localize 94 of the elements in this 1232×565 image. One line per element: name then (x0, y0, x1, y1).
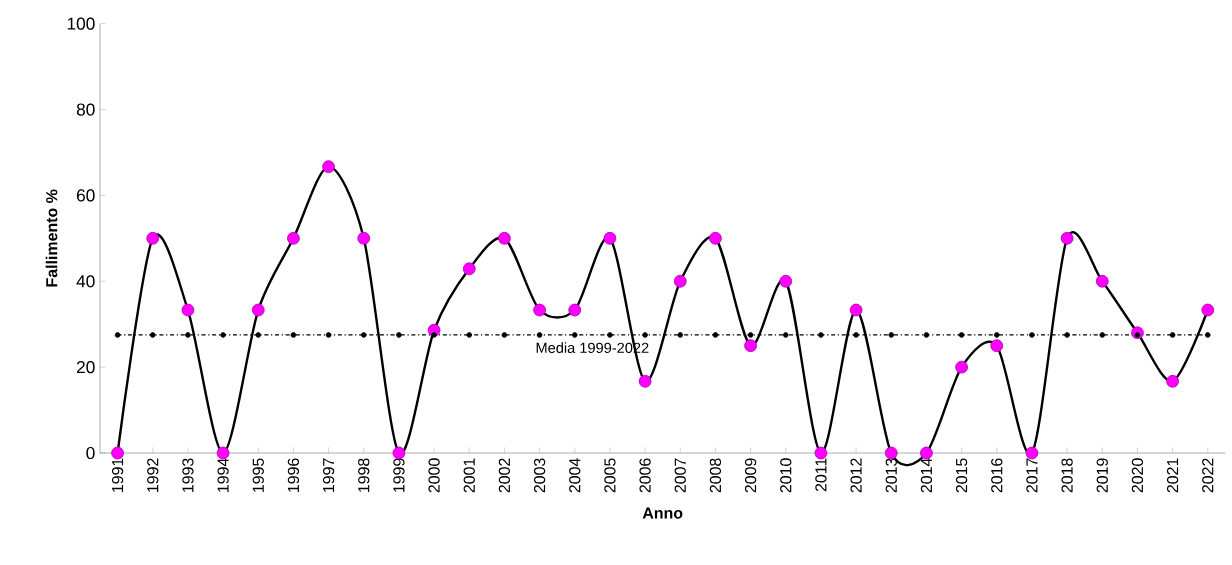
point (571, 332, 578, 338)
point (607, 332, 613, 338)
x-tick-label: 2007 (674, 458, 686, 493)
point (146, 231, 160, 245)
point (955, 360, 968, 374)
x-tick-label: 2006 (639, 458, 651, 493)
point (181, 303, 195, 317)
point (185, 332, 191, 338)
point (255, 332, 262, 338)
point (536, 332, 543, 338)
x-tick-label: 2018 (1061, 458, 1073, 493)
x-tick-label: 2017 (1026, 458, 1038, 493)
point (1204, 332, 1211, 338)
point (744, 339, 757, 353)
point (322, 160, 335, 174)
point (1099, 332, 1106, 338)
x-tick-label: 2002 (498, 458, 511, 493)
point (849, 303, 863, 317)
point (114, 332, 121, 338)
point (888, 332, 895, 338)
point (1095, 274, 1109, 288)
point (779, 274, 793, 288)
point (782, 332, 789, 338)
point (958, 332, 965, 338)
x-tick-label: 2021 (1166, 458, 1179, 493)
point (1064, 332, 1070, 338)
point (396, 332, 402, 338)
point (325, 332, 332, 338)
x-axis-title: Anno (642, 507, 683, 519)
x-tick-label: 2016 (991, 458, 1003, 493)
x-tick-label: 1992 (147, 458, 159, 492)
point (498, 231, 511, 245)
y-tick-label: 100 (67, 17, 95, 30)
x-tick-label: 2005 (604, 458, 616, 493)
point (1166, 374, 1179, 388)
point (818, 332, 824, 338)
y-tick-label: 0 (86, 446, 95, 460)
point (673, 274, 687, 288)
x-tick-label: 1995 (252, 458, 264, 492)
x-tick-label: 2009 (744, 458, 757, 493)
point (990, 339, 1004, 353)
point (642, 332, 648, 338)
point (677, 332, 684, 338)
x-tick-label: 2012 (850, 458, 862, 493)
point (466, 332, 473, 338)
x-tick-label: 1996 (287, 458, 300, 492)
y-axis-title: Fallimento % (45, 189, 58, 287)
point (431, 332, 437, 338)
x-tick-label: 1991 (111, 458, 124, 492)
point (287, 231, 300, 245)
point (1029, 332, 1035, 338)
point (709, 231, 722, 245)
point (853, 332, 859, 338)
x-tick-label: 2004 (569, 458, 581, 493)
x-tick-label: 2020 (1131, 458, 1144, 493)
x-tick-label: 2008 (709, 458, 722, 493)
point (220, 332, 226, 338)
point (747, 332, 754, 338)
x-tick-label: 2013 (885, 458, 897, 493)
point (712, 332, 719, 338)
point (462, 262, 476, 276)
x-tick-label: 2022 (1202, 458, 1214, 493)
point (1201, 303, 1215, 317)
x-tick-label: 1998 (358, 458, 370, 492)
point (568, 303, 582, 317)
point (1060, 231, 1074, 245)
x-tick-label: 2011 (815, 458, 827, 492)
x-tick-label: 2003 (533, 458, 546, 493)
y-tick-label: 60 (76, 189, 95, 202)
point (149, 332, 156, 338)
x-tick-label: 1993 (182, 458, 194, 492)
point (1169, 332, 1176, 338)
point (603, 231, 617, 245)
point (638, 374, 652, 388)
x-tick-label: 2014 (920, 458, 933, 493)
x-tick-label: 2001 (463, 458, 475, 493)
x-tick-label: 2000 (428, 458, 440, 493)
point (533, 303, 546, 317)
x-tick-label: 2015 (955, 458, 968, 493)
point (360, 332, 367, 338)
point (357, 231, 371, 245)
x-tick-label: 1994 (217, 458, 229, 492)
x-tick-label: 2019 (1096, 458, 1108, 493)
point (993, 332, 1000, 338)
y-tick-label: 80 (76, 103, 95, 116)
y-tick-label: 40 (76, 275, 95, 288)
x-tick-label: 1999 (393, 458, 405, 492)
x-tick-label: 1997 (322, 458, 335, 492)
point (501, 332, 508, 338)
point (251, 303, 265, 317)
point (923, 332, 930, 338)
x-tick-label: 2010 (780, 458, 792, 493)
point (290, 332, 297, 338)
y-tick-label: 20 (76, 361, 95, 374)
